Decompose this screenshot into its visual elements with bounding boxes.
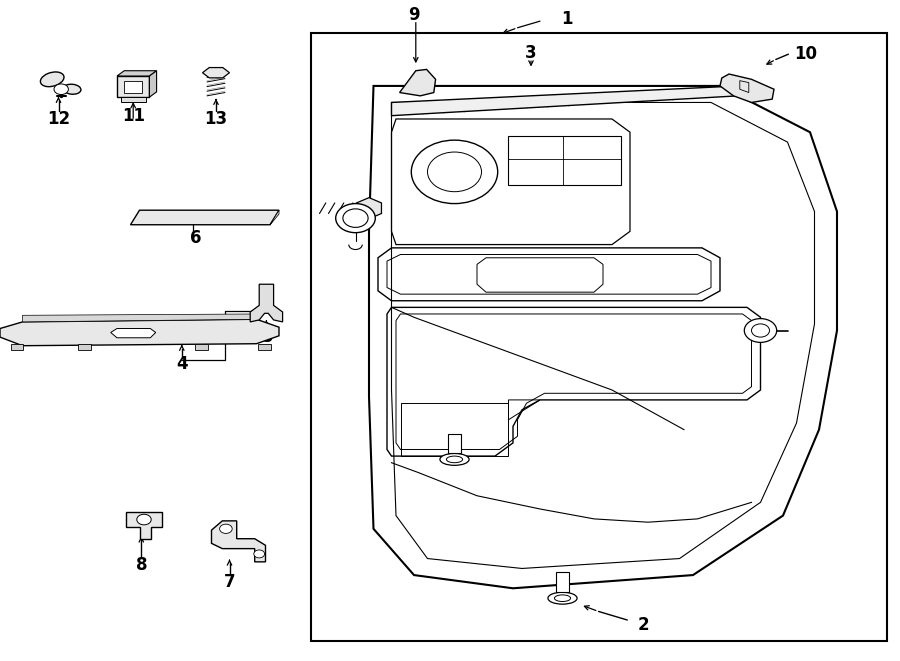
Polygon shape — [0, 319, 279, 346]
Bar — [448, 434, 461, 453]
Text: 4: 4 — [176, 354, 187, 373]
Text: 9: 9 — [409, 5, 419, 24]
Bar — [556, 572, 569, 592]
Polygon shape — [130, 210, 279, 225]
Polygon shape — [392, 86, 738, 116]
Circle shape — [54, 84, 68, 95]
Bar — [195, 344, 208, 350]
Text: 6: 6 — [190, 229, 201, 247]
Bar — [124, 81, 142, 93]
Text: 11: 11 — [122, 106, 145, 125]
Polygon shape — [212, 521, 266, 562]
Circle shape — [220, 524, 232, 533]
Text: 7: 7 — [224, 572, 235, 591]
Polygon shape — [126, 512, 162, 539]
Circle shape — [254, 550, 265, 558]
Bar — [11, 344, 23, 350]
Polygon shape — [356, 198, 382, 219]
Bar — [121, 97, 146, 102]
Polygon shape — [400, 69, 436, 96]
Ellipse shape — [440, 453, 469, 465]
Polygon shape — [202, 67, 230, 78]
Text: 5: 5 — [262, 328, 273, 346]
Bar — [310, 33, 886, 641]
Text: 8: 8 — [136, 556, 147, 574]
Polygon shape — [270, 210, 279, 225]
Polygon shape — [720, 74, 774, 102]
Polygon shape — [250, 284, 283, 322]
Bar — [258, 344, 271, 350]
Polygon shape — [149, 71, 157, 97]
Text: 13: 13 — [204, 110, 228, 128]
Text: 1: 1 — [562, 9, 572, 28]
Text: 12: 12 — [47, 110, 70, 128]
Polygon shape — [117, 71, 157, 76]
Text: 3: 3 — [526, 44, 536, 62]
Polygon shape — [22, 314, 256, 322]
Circle shape — [336, 204, 375, 233]
Circle shape — [137, 514, 151, 525]
Ellipse shape — [63, 84, 81, 95]
Circle shape — [744, 319, 777, 342]
Text: 10: 10 — [794, 45, 817, 63]
Polygon shape — [117, 76, 149, 97]
Text: 2: 2 — [638, 615, 649, 634]
Polygon shape — [111, 329, 156, 338]
Ellipse shape — [40, 72, 64, 87]
Ellipse shape — [548, 592, 577, 604]
Bar — [78, 344, 91, 350]
